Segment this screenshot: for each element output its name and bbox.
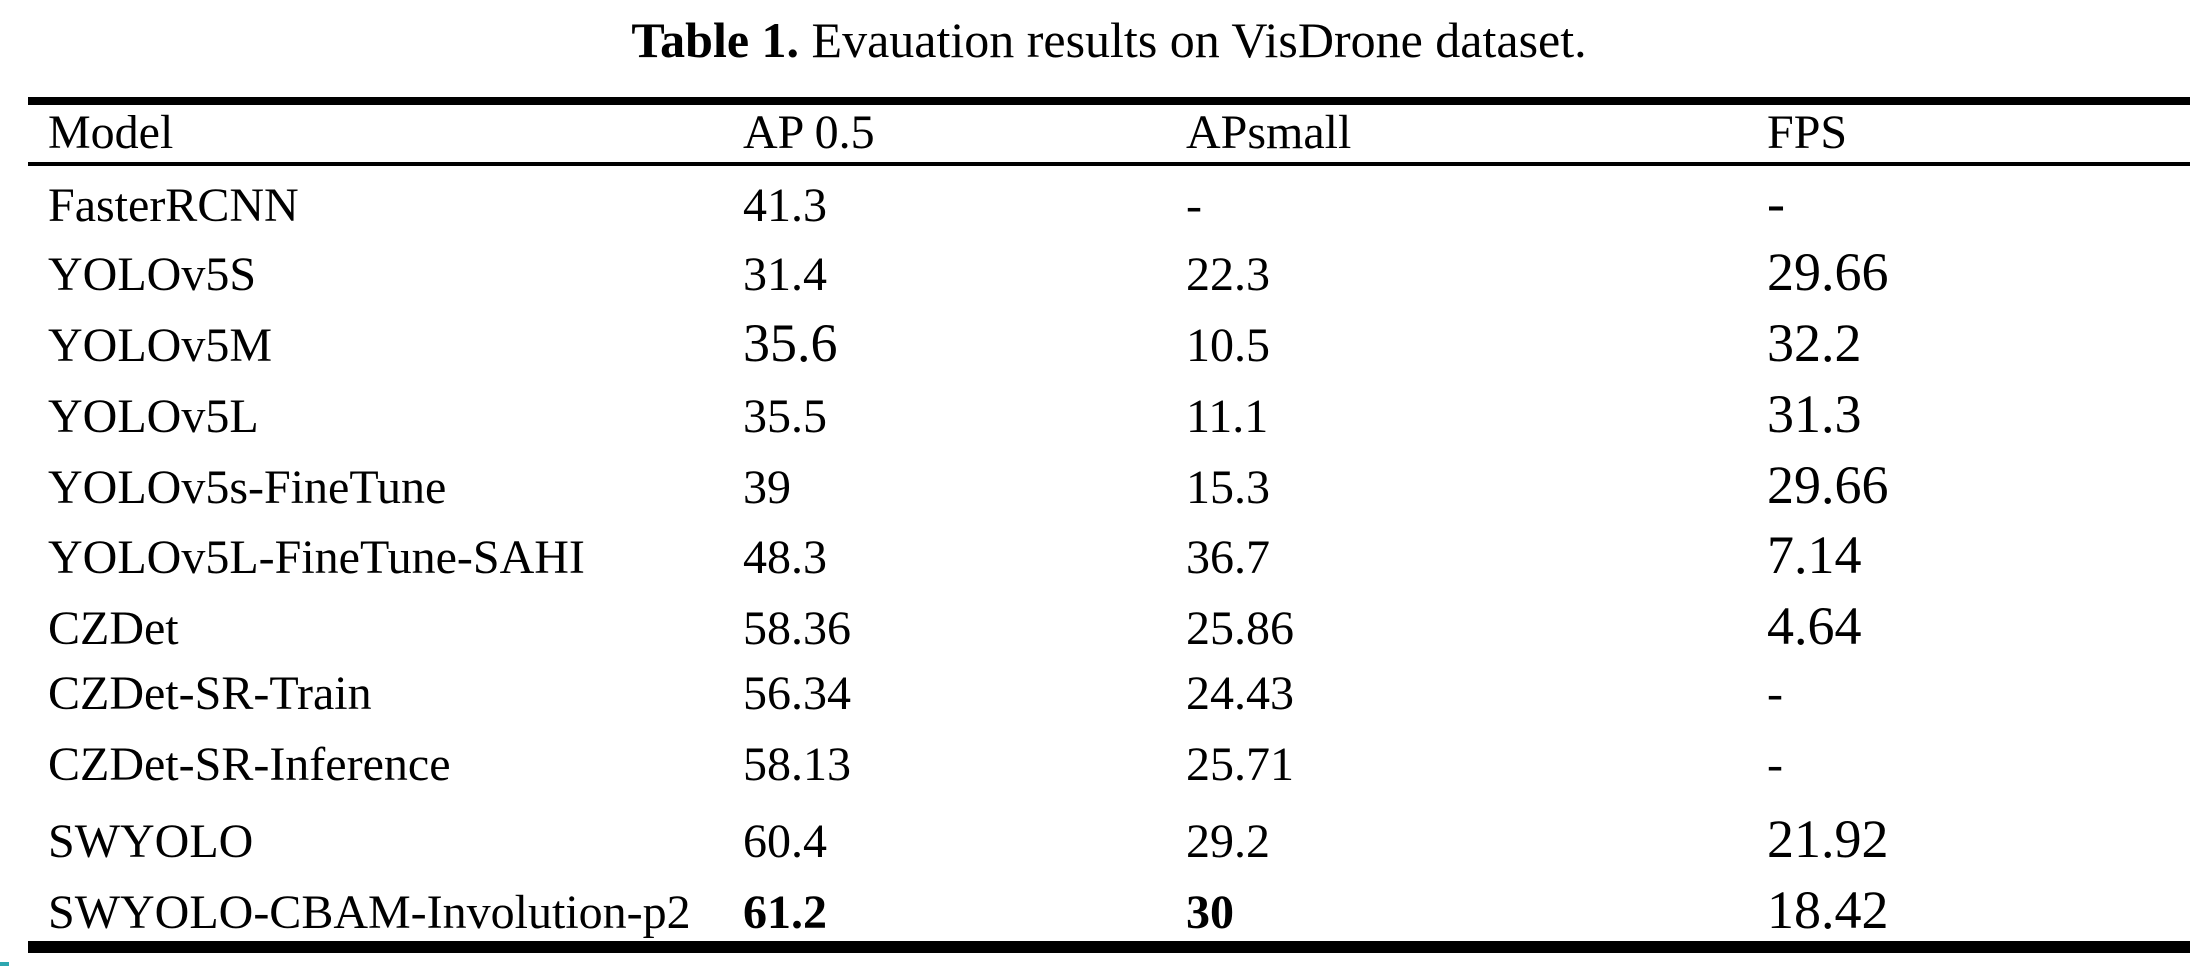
model-cell: SWYOLO: [48, 815, 254, 869]
column-header-model: Model: [28, 101, 743, 166]
fps-cell: 32.2: [1767, 312, 1862, 373]
ap05-cell: 35.6: [743, 312, 838, 373]
apsmall-cell: 36.7: [1186, 531, 1270, 585]
table-row: CZDet 58.36 25.86 4.64: [28, 589, 2190, 660]
model-cell: SWYOLO-CBAM-Involution-p2: [48, 885, 691, 939]
ap05-cell: 41.3: [743, 179, 827, 232]
fps-cell: 21.92: [1767, 809, 1889, 870]
fps-cell: -: [1767, 667, 1783, 721]
apsmall-cell: 25.71: [1186, 738, 1294, 792]
table-row: SWYOLO-CBAM-Involution-p2 61.2 30 18.42: [28, 873, 2190, 947]
apsmall-cell: 24.43: [1186, 667, 1294, 721]
scan-artifact-speck: [0, 962, 9, 966]
header-row: Model AP 0.5 APsmall FPS: [28, 101, 2190, 166]
results-table: Model AP 0.5 APsmall FPS FasterRCNN 41.3 -…: [28, 97, 2190, 953]
ap05-cell: 58.13: [743, 738, 851, 792]
fps-cell: -: [1767, 738, 1783, 792]
table-row: CZDet-SR-Train 56.34 24.43 -: [28, 660, 2190, 731]
fps-cell: 4.64: [1767, 596, 1862, 657]
apsmall-cell: 30: [1186, 885, 1234, 939]
ap05-cell: 56.34: [743, 667, 851, 721]
fps-cell: 29.66: [1767, 454, 1889, 515]
apsmall-cell: 29.2: [1186, 815, 1270, 869]
table-caption-text: Evauation results on VisDrone dataset.: [799, 12, 1587, 68]
ap05-cell: 58.36: [743, 602, 851, 656]
column-header-fps: FPS: [1767, 101, 2190, 166]
apsmall-cell: 22.3: [1186, 247, 1270, 301]
table-row: YOLOv5S 31.4 22.3 29.66: [28, 235, 2190, 306]
model-cell: YOLOv5s-FineTune: [48, 460, 447, 514]
fps-cell: -: [1767, 173, 1785, 233]
ap05-cell: 60.4: [743, 815, 827, 869]
model-cell: CZDet: [48, 602, 179, 656]
model-cell: YOLOv5S: [48, 247, 257, 301]
ap05-cell: 48.3: [743, 531, 827, 585]
model-cell: FasterRCNN: [48, 179, 299, 232]
ap05-cell: 61.2: [743, 885, 827, 939]
table-row: CZDet-SR-Inference 58.13 25.71 -: [28, 731, 2190, 802]
column-header-apsmall: APsmall: [1186, 101, 1767, 166]
fps-cell: 31.3: [1767, 383, 1862, 444]
fps-cell: 18.42: [1767, 879, 1889, 940]
table-caption-number: Table 1.: [631, 12, 800, 68]
fps-cell: 7.14: [1767, 525, 1862, 586]
table-row: YOLOv5M 35.6 10.5 32.2: [28, 306, 2190, 377]
model-cell: YOLOv5M: [48, 318, 272, 372]
table-row: YOLOv5L 35.5 11.1 31.3: [28, 377, 2190, 448]
table-row: SWYOLO 60.4 29.2 21.92: [28, 802, 2190, 873]
model-cell: CZDet-SR-Train: [48, 667, 372, 721]
table-row: FasterRCNN 41.3 - -: [28, 164, 2190, 235]
apsmall-cell: 11.1: [1186, 389, 1269, 443]
apsmall-cell: 10.5: [1186, 318, 1270, 372]
ap05-cell: 31.4: [743, 247, 827, 301]
apsmall-cell: 15.3: [1186, 460, 1270, 514]
apsmall-cell: 25.86: [1186, 602, 1294, 656]
model-cell: YOLOv5L: [48, 389, 259, 443]
column-header-ap05: AP 0.5: [743, 101, 1186, 166]
fps-cell: 29.66: [1767, 241, 1889, 302]
table-caption: Table 1. Evauation results on VisDrone d…: [28, 12, 2190, 70]
table-row: YOLOv5L-FineTune-SAHI 48.3 36.7 7.14: [28, 518, 2190, 589]
model-cell: CZDet-SR-Inference: [48, 738, 451, 792]
apsmall-cell: -: [1186, 179, 1202, 232]
ap05-cell: 39: [743, 460, 791, 514]
table-row: YOLOv5s-FineTune 39 15.3 29.66: [28, 448, 2190, 519]
model-cell: YOLOv5L-FineTune-SAHI: [48, 531, 585, 585]
ap05-cell: 35.5: [743, 389, 827, 443]
